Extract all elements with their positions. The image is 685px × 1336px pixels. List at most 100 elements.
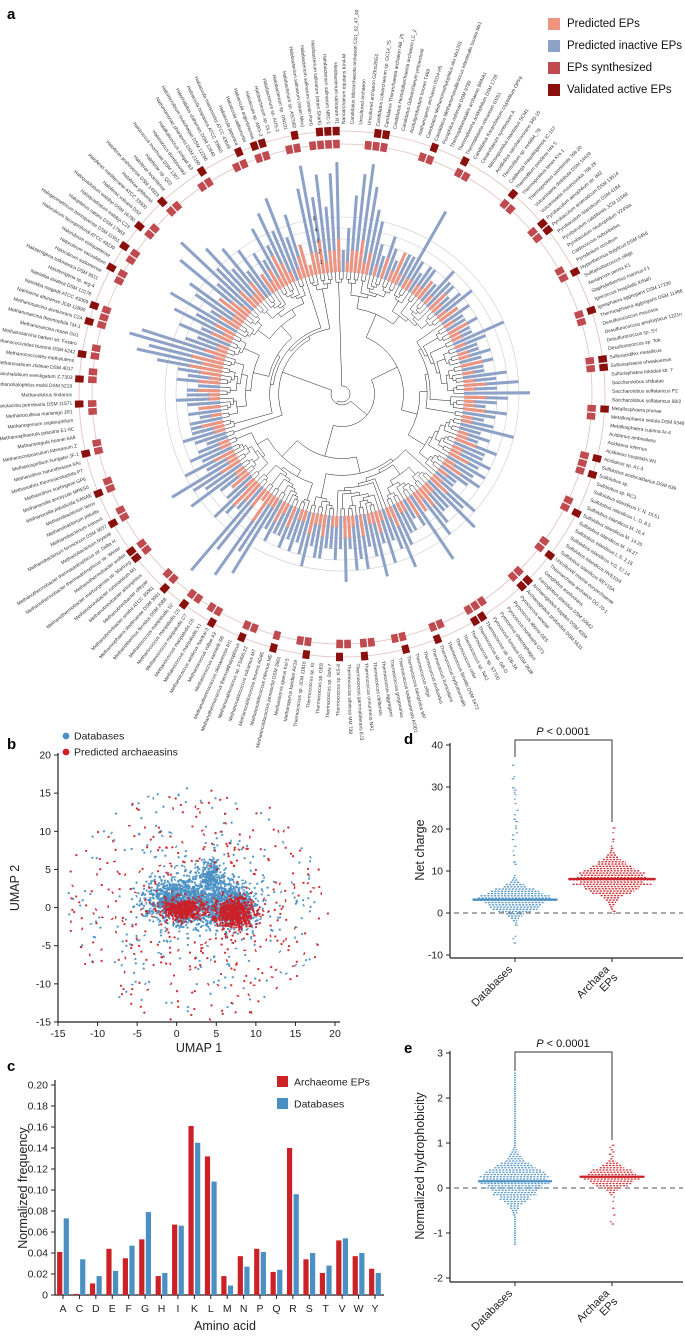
databases-bar <box>359 1253 365 1295</box>
legend-label: Validated active EPs <box>567 84 672 96</box>
predicted-eps-bars <box>189 239 486 538</box>
y-axis-label: Normalized hydrophobicity <box>413 1092 427 1240</box>
legend-row: Validated active EPs <box>548 79 682 101</box>
species-labels: Halobacterium salinarum NRC-1 Halobacteri… <box>0 9 685 748</box>
species-label: Saccharolobus shibatae <box>612 378 665 386</box>
panel-d-label: d <box>404 731 414 748</box>
svg-text:20: 20 <box>39 749 51 761</box>
svg-text:-10: -10 <box>36 978 51 990</box>
species-label: Candidatus Micrarchaeota archaeon CG1_02… <box>350 9 361 124</box>
legend-label: Databases <box>294 1099 344 1111</box>
y-axis-label: Normalized frequency <box>16 1126 30 1248</box>
archaeome-eps-bar <box>89 1283 96 1295</box>
svg-text:L: L <box>208 1303 214 1315</box>
svg-text:A: A <box>59 1303 66 1315</box>
databases-bar <box>244 1266 250 1295</box>
swarm-group <box>472 764 558 944</box>
legend-label: Predicted archaeasins <box>74 747 178 759</box>
archaeome-eps-bar <box>73 1293 79 1295</box>
species-label: Halobacterium salinarum R1 <box>332 62 339 124</box>
databases-bar <box>162 1272 168 1295</box>
archaeome-eps-bar <box>270 1271 276 1295</box>
svg-text:T: T <box>323 1303 330 1315</box>
archaeome-eps-bar <box>369 1268 375 1295</box>
svg-text:-10: -10 <box>90 1028 105 1040</box>
species-label: Methanolobus tindarius <box>21 392 72 398</box>
svg-text:5: 5 <box>45 864 51 876</box>
svg-text:C: C <box>76 1303 84 1315</box>
svg-text:15: 15 <box>39 788 51 800</box>
databases-bar <box>63 1218 69 1295</box>
svg-text:0.20: 0.20 <box>28 1080 49 1092</box>
archaeome-eps-bar <box>122 1258 128 1295</box>
svg-text:3: 3 <box>437 1048 443 1060</box>
predicted-inactive-eps-swatch <box>548 40 560 52</box>
svg-text:5: 5 <box>213 1028 219 1040</box>
panel-b-label: b <box>7 736 17 753</box>
species-label: Methanohalobium evestigatum Z-7303 <box>0 370 73 381</box>
svg-text:S: S <box>306 1303 313 1315</box>
svg-text:0.18: 0.18 <box>28 1101 49 1113</box>
svg-text:-2: -2 <box>434 1273 443 1285</box>
svg-text:-10: -10 <box>428 950 443 962</box>
databases-bar <box>195 1142 201 1295</box>
svg-text:V: V <box>339 1303 346 1315</box>
p-value: P < 0.0001 <box>536 1038 590 1050</box>
svg-text:G: G <box>141 1303 149 1315</box>
svg-text:-5: -5 <box>42 940 51 952</box>
databases-bar <box>310 1253 316 1295</box>
species-label: Methanohalophilus mahii DSM 5219 <box>0 382 72 390</box>
y-axis-label: UMAP 2 <box>8 865 22 911</box>
legend-label: Archaeome EPs <box>294 1077 370 1089</box>
databases-bar <box>260 1251 266 1295</box>
predicted-eps-swatch <box>548 18 560 30</box>
databases-bar <box>129 1245 135 1295</box>
databases-bar <box>277 1269 283 1295</box>
species-label: Thermococcus sibiricus MM 739 <box>345 664 353 735</box>
svg-text:W: W <box>354 1303 364 1315</box>
species-label: Metallosphaera prunae <box>611 406 662 415</box>
svg-text:0.04: 0.04 <box>28 1248 49 1260</box>
x-axis-label: Amino acid <box>194 1319 256 1333</box>
species-label: Halobacterium salinarum NRC-1 <box>321 54 331 125</box>
species-label: Methanolacinia petrolearia DSM 11571 <box>0 401 73 410</box>
legend-label: EPs synthesized <box>567 62 653 74</box>
archaeome-eps-bar <box>155 1276 161 1295</box>
archaeome-eps-bar <box>204 1156 211 1295</box>
svg-text:E: E <box>109 1303 116 1315</box>
svg-text:10: 10 <box>250 1028 262 1040</box>
species-label: Saccharolobus solfataricus 98/2 <box>612 397 682 405</box>
svg-text:30: 30 <box>431 782 443 794</box>
svg-text:0.02: 0.02 <box>28 1269 49 1281</box>
svg-text:-1: -1 <box>434 1228 443 1240</box>
archaeome-eps-bar <box>139 1239 145 1295</box>
legend-label: Predicted EPs <box>567 18 640 30</box>
umap-scatter: -15 -10 -5 0 5 10 15 20 -15 -10 -5 0 5 10 15 20 UMAP 1 UM… <box>8 731 341 1056</box>
species-label: Thermococcus sp. GE8 <box>315 663 325 715</box>
species-label: Thermococcus onnurineus NA1 <box>363 663 375 732</box>
svg-text:20: 20 <box>329 1028 341 1040</box>
panel-a-label: a <box>7 6 16 23</box>
legend-label: Databases <box>74 731 124 743</box>
svg-text:2: 2 <box>437 1093 443 1105</box>
svg-text:0.06: 0.06 <box>28 1227 49 1239</box>
archaeome-eps-bar <box>319 1272 326 1295</box>
svg-text:10: 10 <box>431 866 443 878</box>
svg-text:4: 4 <box>315 228 318 234</box>
archaeome-eps-bar <box>303 1259 309 1295</box>
species-label: Methanoculleus marisnigri JR1 <box>6 409 73 420</box>
swarm-group <box>579 1144 645 1225</box>
legend-row: EPs synthesized <box>548 57 682 79</box>
archaeome-eps-bar <box>221 1276 227 1295</box>
validated-active-eps-swatch <box>548 84 560 96</box>
archaeome-eps-bar <box>237 1256 243 1295</box>
svg-text:M: M <box>223 1303 232 1315</box>
svg-text:2: 2 <box>318 249 321 255</box>
svg-text:I: I <box>176 1303 179 1315</box>
databases-bar <box>375 1272 381 1295</box>
svg-text:-5: -5 <box>132 1028 141 1040</box>
